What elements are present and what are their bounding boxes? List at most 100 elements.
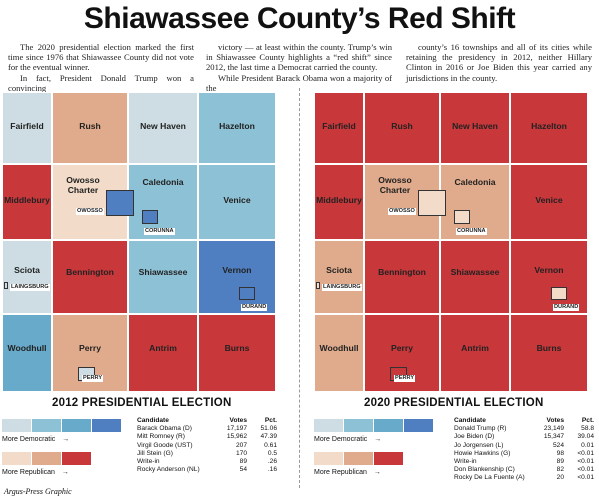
cell-candidate: Rocky Anderson (NL) [137, 466, 200, 474]
city-laingsburg [4, 282, 8, 289]
article-paragraph: The 2020 presidential election marked th… [8, 42, 194, 73]
legend-swatch [62, 452, 91, 465]
legend-swatch [374, 419, 403, 432]
table-row: Howie Hawkins (G) 98 <0.01 [454, 450, 594, 458]
city-durand [239, 287, 255, 300]
cell-votes: 17,197 [226, 425, 247, 433]
township-label: Vernon [534, 265, 564, 275]
township-label: New Haven [140, 121, 186, 131]
legend-label: More Democratic [314, 436, 368, 443]
col-header-candidate: Candidate [454, 417, 486, 424]
table-row: Barack Obama (D) 17,197 51.06 [137, 425, 277, 433]
city-laingsburg [316, 282, 320, 289]
cell-votes: 89 [239, 458, 247, 466]
township-label: Venice [535, 195, 563, 205]
legend-swatch [92, 419, 121, 432]
col-header-pct: Pct. [264, 417, 277, 424]
table-row: Mitt Romney (R) 15,962 47.39 [137, 433, 277, 441]
map-2012: Fairfield Rush New Haven Hazelton Middlebury… [2, 92, 276, 392]
legend-swatch [314, 452, 343, 465]
township-label: Rush [79, 121, 101, 131]
cell-candidate: Rocky De La Fuente (A) [454, 474, 525, 482]
cell-votes: 524 [552, 441, 564, 449]
city-label: CORUNNA [456, 228, 487, 235]
cell-candidate: Donald Trump (R) [454, 425, 507, 433]
city-label: OWOSSO [388, 208, 416, 215]
township-label: Caledonia [454, 177, 496, 187]
cell-pct: .26 [267, 458, 277, 466]
cell-pct: .16 [267, 466, 277, 474]
col-header-votes: Votes [546, 417, 564, 424]
legend-label: More Democratic [2, 436, 56, 443]
township-antrim: Antrim [440, 314, 510, 392]
arrow-right-icon: → [374, 436, 382, 443]
cell-votes: 54 [239, 466, 247, 474]
township-woodhull: Woodhull [2, 314, 52, 392]
col-header-pct: Pct. [581, 417, 594, 424]
cell-pct: 0.5 [267, 449, 277, 457]
township-shiawassee: Shiawassee [128, 240, 198, 314]
cell-pct: <0.01 [577, 466, 594, 474]
city-durand [551, 287, 567, 300]
table-row: Virgil Goode (UST) 207 0.61 [137, 442, 277, 450]
table-row: Write-in 89 .26 [137, 458, 277, 466]
legend-dem-swatches-2020 [314, 419, 434, 432]
cell-candidate: Howie Hawkins (G) [454, 449, 511, 457]
legend-swatch [344, 452, 373, 465]
township-label: Perry [391, 343, 413, 353]
city-label: PERRY [394, 375, 416, 382]
cell-votes: 98 [556, 449, 564, 457]
legend-label: More Republican [2, 469, 55, 476]
township-label: Sciota [326, 265, 352, 275]
township-label: New Haven [452, 121, 498, 131]
city-label: LAINGSBURG [10, 284, 50, 291]
township-label: Burns [536, 343, 562, 353]
city-corunna [454, 210, 470, 224]
township-label: Shiawassee [450, 267, 500, 277]
township-label: Sciota [14, 265, 40, 275]
map-title-2012: 2012 PRESIDENTIAL ELECTION [52, 397, 232, 409]
township-rush: Rush [52, 92, 128, 164]
township-label: Rush [391, 121, 413, 131]
table-row: Joe Biden (D) 15,347 39.04 [454, 433, 594, 441]
table-row: Jill Stein (G) 170 0.5 [137, 450, 277, 458]
city-owosso [106, 190, 134, 216]
township-label: Hazelton [219, 121, 255, 131]
legend-swatch [32, 419, 61, 432]
township-fairfield: Fairfield [314, 92, 364, 164]
legend-more-democratic-2012: More Democratic → [2, 436, 69, 443]
cell-pct: <0.01 [577, 449, 594, 457]
legend-swatch [404, 419, 433, 432]
cell-candidate: Write-in [454, 458, 477, 466]
cell-votes: 23,149 [543, 425, 564, 433]
table-row: Don Blankenship (C) 82 <0.01 [454, 466, 594, 474]
col-header-votes: Votes [229, 417, 247, 424]
cell-candidate: Don Blankenship (C) [454, 466, 515, 474]
township-label: Owosso Charter [66, 175, 100, 195]
township-hazelton: Hazelton [198, 92, 276, 164]
city-label: OWOSSO [76, 208, 104, 215]
article-column-3: county’s 16 townships and all of its cit… [406, 42, 592, 83]
map-title-2020: 2020 PRESIDENTIAL ELECTION [364, 397, 544, 409]
city-label: PERRY [82, 375, 104, 382]
township-label: Burns [224, 343, 250, 353]
cell-pct: 39.04 [577, 433, 594, 441]
township-bennington: Bennington [52, 240, 128, 314]
cell-votes: 20 [556, 474, 564, 482]
township-label: Fairfield [10, 121, 44, 131]
cell-candidate: Jo Jorgensen (L) [454, 441, 504, 449]
township-label: Owosso Charter [378, 175, 412, 195]
township-label: Middlebury [4, 195, 50, 205]
township-antrim: Antrim [128, 314, 198, 392]
city-label: DURAND [241, 304, 268, 311]
cell-votes: 15,347 [543, 433, 564, 441]
cell-pct: 0.01 [581, 441, 594, 449]
township-sciota: Sciota [314, 240, 364, 314]
cell-votes: 170 [235, 449, 247, 457]
township-label: Bennington [378, 267, 426, 277]
legend-more-republican-2012: More Republican → [2, 469, 69, 476]
township-burns: Burns [510, 314, 588, 392]
township-label: Antrim [149, 343, 177, 353]
legend-swatch [374, 452, 403, 465]
cell-candidate: Joe Biden (D) [454, 433, 495, 441]
